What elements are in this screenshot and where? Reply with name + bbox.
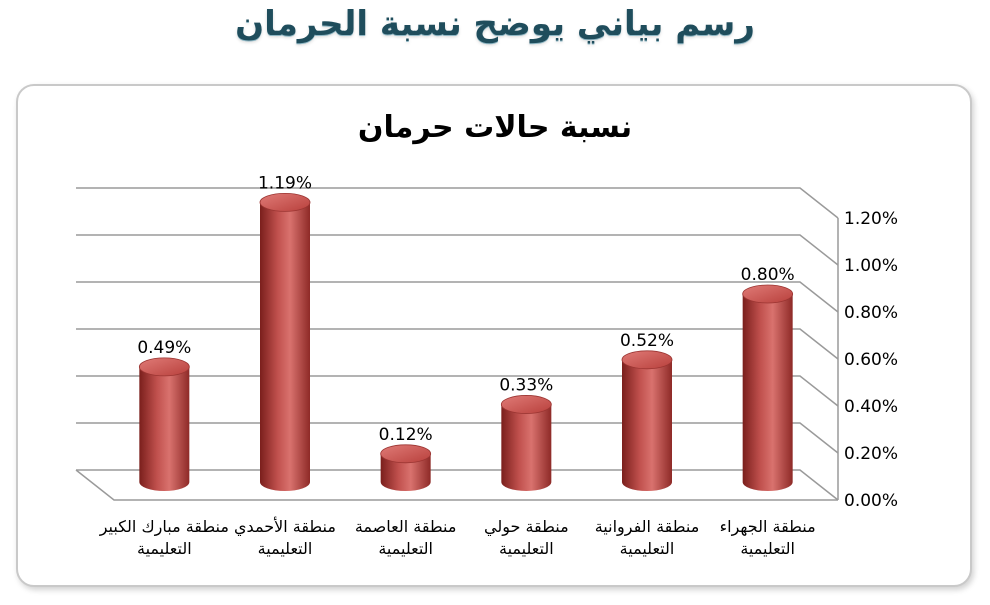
bar-body [260, 202, 310, 491]
gridline [76, 422, 839, 454]
y-tick-label: 0.40% [844, 397, 898, 417]
bar [259, 192, 311, 491]
y-axis: 0.00% 0.20% 0.40% 0.60% 0.80% 1.00% 1.20% [844, 209, 898, 511]
data-label: 0.52% [620, 331, 674, 351]
bar-layer [138, 192, 794, 491]
category-label: منطقة الأحمدي التعليمية [234, 517, 336, 558]
bar-body [139, 366, 190, 491]
chart-panel [16, 84, 972, 587]
bar [500, 395, 552, 491]
data-label: 0.33% [499, 375, 553, 395]
data-label: 0.49% [137, 338, 191, 358]
floor-line [75, 469, 838, 501]
bar-body [501, 404, 552, 491]
data-label: 0.80% [741, 265, 795, 285]
y-tick-label: 0.80% [844, 303, 898, 323]
data-label-layer: 0.80% 0.52% 0.33% 0.12% 1.19% 0.49% [137, 173, 794, 444]
gridline [76, 281, 839, 313]
y-tick-label: 1.00% [844, 256, 898, 276]
category-label: منطقة العاصمة التعليمية [354, 517, 457, 558]
bar-cap [380, 444, 432, 464]
data-label: 0.12% [379, 425, 433, 445]
bar [621, 350, 673, 491]
gridline [76, 234, 839, 266]
bar-cap [500, 395, 552, 414]
bar-cap [259, 192, 311, 212]
gridline [76, 375, 839, 407]
y-tick-label: 0.00% [844, 491, 898, 511]
gridline [76, 469, 839, 501]
y-tick-label: 0.60% [844, 350, 898, 370]
gridline [76, 328, 839, 360]
category-label: منطقة مبارك الكبير التعليمية [99, 517, 229, 558]
bar-cap [742, 284, 794, 304]
bar [742, 284, 794, 491]
bar [380, 444, 432, 491]
data-label: 1.19% [258, 173, 312, 193]
bar-cap [138, 357, 190, 377]
page-title: رسم بياني يوضح نسبة الحرمان [235, 4, 755, 44]
bar-body [742, 294, 793, 491]
chart-title: نسبة حالات حرمان [357, 110, 633, 145]
grid-layer [75, 187, 839, 501]
gridline [76, 187, 839, 219]
bar-body [622, 359, 672, 491]
bar-body [380, 453, 431, 491]
category-label: منطقة الجهراء التعليمية [719, 517, 816, 558]
category-label: منطقة حولي التعليمية [484, 517, 569, 558]
y-tick-label: 1.20% [844, 209, 898, 229]
bar [138, 357, 190, 491]
bar-cap [621, 350, 673, 370]
category-label: منطقة الفروانية التعليمية [594, 517, 700, 558]
y-tick-label: 0.20% [844, 444, 898, 464]
